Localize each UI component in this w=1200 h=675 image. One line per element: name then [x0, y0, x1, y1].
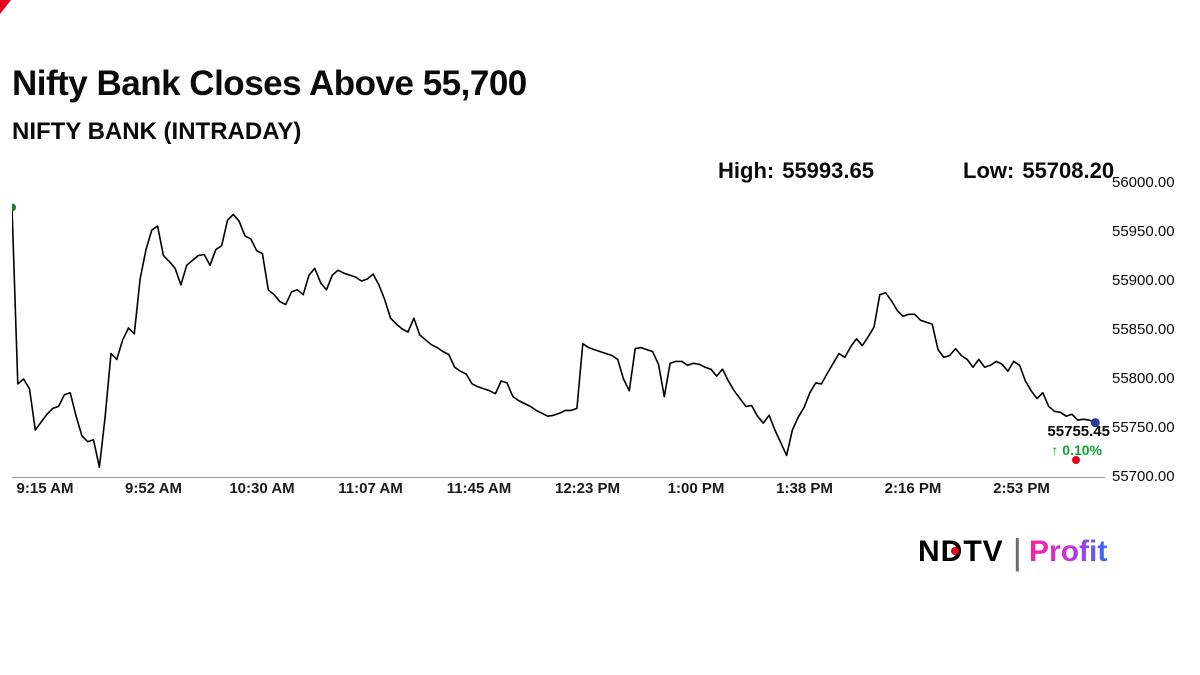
x-axis-label: 10:30 AM	[229, 480, 295, 497]
red-dot-marker	[1072, 456, 1080, 464]
ndtv-profit-logo: NDTV | Profit	[918, 531, 1107, 573]
x-axis-label: 9:15 AM	[16, 480, 74, 497]
high-label: High:	[718, 158, 775, 183]
price-line-plot	[8, 203, 1100, 469]
headline: Nifty Bank Closes Above 55,700	[12, 64, 527, 103]
y-axis: 56000.00 55950.00 55900.00 55850.00 55800.00…	[1112, 174, 1198, 485]
y-axis-label: 55850.00	[1112, 321, 1175, 338]
high-value: 55993.65	[782, 158, 874, 183]
price-line	[11, 207, 1096, 469]
x-axis-label: 2:16 PM	[884, 480, 942, 497]
y-axis-label: 55700.00	[1112, 468, 1175, 485]
corner-accent	[0, 0, 11, 14]
open-marker-dot	[8, 203, 16, 212]
x-axis-label: 9:52 AM	[125, 480, 182, 497]
last-change-label: ↑ 0.10%	[1038, 442, 1102, 458]
low-stat: Low: 55708.20	[963, 158, 1114, 184]
last-price-marker-dot	[1090, 418, 1100, 428]
x-axis: 9:15 AM 9:52 AM 10:30 AM 11:07 AM 11:45 AM 12…	[0, 480, 1200, 504]
ndtv-red-dot-icon	[951, 547, 959, 555]
intraday-chart: 56000.00 55950.00 55900.00 55850.00 55800.00…	[0, 174, 1200, 497]
x-axis-label: 11:07 AM	[338, 480, 403, 497]
x-axis-label: 1:38 PM	[776, 480, 833, 497]
plot-area	[8, 183, 1104, 477]
change-percent: 0.10%	[1062, 442, 1102, 458]
last-price-label: 55755.45	[1047, 423, 1110, 440]
x-axis-label: 2:53 PM	[993, 480, 1050, 497]
low-label: Low:	[963, 158, 1015, 183]
up-arrow-icon: ↑	[1051, 442, 1059, 458]
x-axis-label: 11:45 AM	[446, 480, 512, 497]
y-axis-label: 55900.00	[1112, 272, 1175, 289]
x-axis-line	[12, 477, 1105, 478]
y-axis-label: 55800.00	[1112, 370, 1175, 387]
ndtv-wordmark: NDTV	[918, 535, 1004, 568]
y-axis-label: 56000.00	[1112, 174, 1175, 191]
low-value: 55708.20	[1022, 158, 1115, 183]
x-axis-label: 12:23 PM	[554, 480, 621, 497]
high-stat: High: 55993.65	[718, 158, 874, 184]
y-axis-label: 55750.00	[1112, 419, 1175, 436]
profit-wordmark: Profit	[1029, 535, 1108, 568]
logo-divider: |	[1012, 531, 1023, 572]
x-axis-label: 1:00 PM	[667, 480, 725, 497]
y-axis-label: 55950.00	[1112, 223, 1175, 240]
chart-subtitle: NIFTY BANK (INTRADAY)	[12, 118, 302, 145]
